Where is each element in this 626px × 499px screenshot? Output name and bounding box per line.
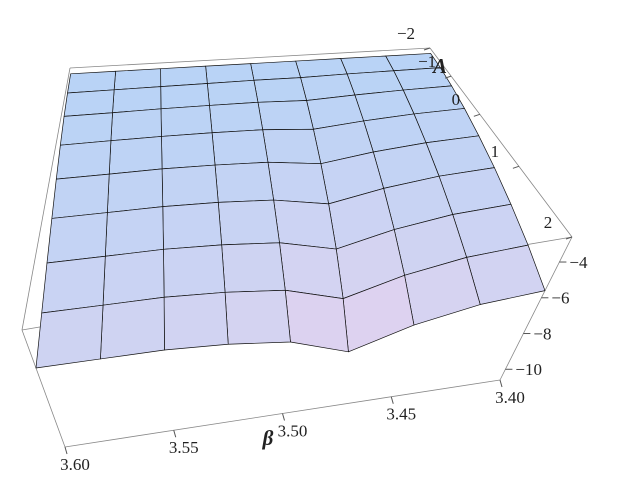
box-edge [21, 67, 71, 331]
box-edge [499, 236, 573, 381]
surface-patch [160, 83, 210, 110]
x-tick [499, 379, 503, 388]
y-tick-label: −2 [397, 24, 415, 43]
surface-patch [209, 101, 264, 134]
surface-patch [35, 304, 104, 369]
surface-patch [100, 296, 165, 360]
surface-patch [107, 168, 164, 213]
x-tick-label: 3.40 [495, 388, 525, 407]
surface-patch [51, 173, 110, 219]
surface-patch [104, 206, 164, 257]
surface-patch [46, 212, 108, 264]
surface-patch [41, 255, 106, 314]
y-tick-label: 0 [452, 90, 461, 109]
z-tick-label: −4 [569, 253, 588, 272]
surface-patch [160, 65, 208, 87]
surface-patch [279, 242, 344, 299]
y-tick-label: −1 [418, 52, 436, 71]
box-edge [21, 329, 66, 448]
x-tick [64, 446, 68, 455]
surface-patch [63, 89, 115, 117]
surface-patch [55, 140, 112, 180]
surface-patch [217, 199, 280, 246]
surface-patch [221, 242, 286, 293]
box-edge [69, 47, 431, 69]
surface-patch [160, 105, 213, 137]
surface-patch [162, 201, 223, 250]
y-tick [423, 47, 431, 51]
x-tick [282, 413, 285, 421]
z-tick-label: −8 [533, 324, 551, 343]
surface-patch [163, 244, 226, 298]
x-tick [173, 430, 177, 438]
z-tick-label: −6 [551, 289, 569, 308]
x-axis-title: β [262, 426, 274, 450]
box-edge [429, 47, 573, 238]
surface-patch [163, 291, 229, 351]
surface-patch [102, 248, 165, 306]
y-axis-title: A [431, 54, 447, 78]
surface-patch [267, 161, 329, 205]
surface-patch [250, 60, 301, 81]
z-tick-label: −10 [515, 360, 542, 379]
surface-patch [110, 108, 162, 142]
surface-patch [284, 289, 349, 353]
x-tick-label: 3.55 [169, 438, 199, 457]
y-tick [444, 75, 452, 79]
x-tick [390, 396, 394, 404]
x-tick-label: 3.60 [60, 455, 90, 474]
surface [35, 53, 546, 369]
surface-patch [67, 70, 116, 94]
surface-patch [211, 129, 269, 166]
x-tick-label: 3.50 [278, 421, 308, 440]
surface-patch [253, 77, 307, 103]
surface-patch [161, 164, 219, 208]
y-tick [473, 113, 480, 117]
surface-patch [273, 199, 337, 250]
surface-patch [161, 132, 216, 170]
y-tick-label: 1 [491, 142, 500, 161]
y-tick [512, 165, 520, 169]
y-tick [565, 236, 573, 240]
surface-patch [257, 100, 314, 131]
surface-patch [214, 161, 274, 203]
y-tick-label: 2 [544, 213, 553, 232]
surface-patch [224, 289, 291, 345]
surface-patch [60, 112, 113, 146]
x-tick-label: 3.45 [386, 405, 416, 424]
surface-patch [113, 68, 162, 91]
surface-patch [108, 136, 163, 175]
surface-patch [206, 79, 259, 106]
surface-patch [112, 86, 162, 114]
surface-patch [262, 128, 322, 165]
